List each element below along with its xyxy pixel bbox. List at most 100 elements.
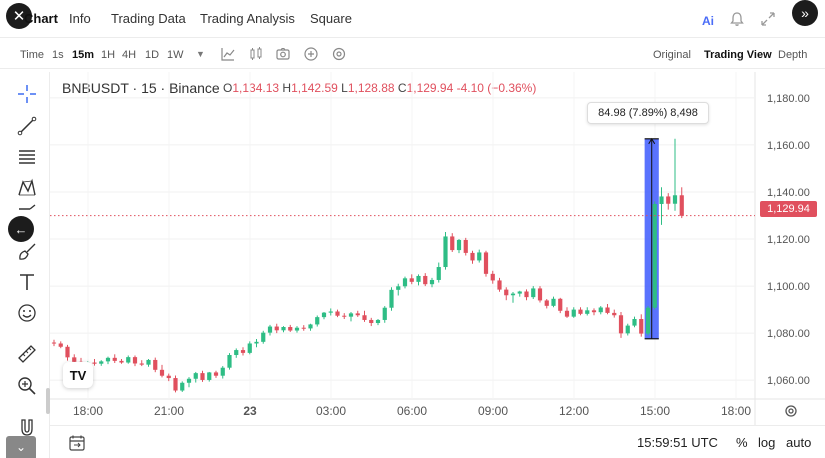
candle-body (396, 286, 401, 290)
candle (193, 371, 198, 383)
brush-tool[interactable] (14, 240, 40, 264)
pattern-tool[interactable] (14, 176, 40, 200)
candlestick-chart[interactable]: 1,180.00 1,160.00 1,140.00 1,120.00 1,100.00… (50, 72, 825, 425)
fork-tool[interactable] (14, 202, 40, 216)
candle-body (402, 278, 408, 287)
candle-body (180, 382, 185, 391)
horizontal-lines-tool[interactable] (14, 145, 40, 169)
time-tick-label: 23 (243, 404, 257, 418)
interval-1d[interactable]: 1D (145, 49, 160, 61)
candle (423, 273, 428, 287)
candle-body (510, 293, 516, 296)
text-tool[interactable] (14, 270, 40, 294)
crosshair-tool[interactable] (14, 82, 40, 106)
candle (436, 262, 441, 283)
chart-grid (50, 72, 825, 425)
candle-body (639, 319, 644, 334)
candle (659, 187, 664, 225)
interval-1w[interactable]: 1W (167, 49, 184, 61)
tradingview-logo[interactable]: TV (63, 362, 93, 388)
candle-body (254, 341, 259, 344)
time-label[interactable]: Time (20, 49, 45, 61)
interval-1h[interactable]: 1H (101, 49, 116, 61)
top-navigation: ✕ Chart Info Trading Data Trading Analys… (0, 0, 825, 38)
add-circle-icon[interactable] (303, 46, 319, 65)
zoom-in-tool[interactable] (14, 374, 40, 398)
candle-body (497, 280, 502, 290)
tab-square[interactable]: Square (310, 11, 352, 26)
candle-body (666, 196, 671, 204)
candle (281, 326, 286, 333)
candle-body (267, 326, 273, 333)
candle-body (450, 236, 455, 251)
view-trading-view[interactable]: Trading View (704, 49, 772, 61)
interval-4h[interactable]: 4H (122, 49, 137, 61)
candle (159, 364, 165, 378)
close-button[interactable]: ✕ (6, 3, 32, 29)
candle (591, 308, 597, 316)
candle (267, 324, 273, 336)
camera-icon[interactable] (275, 46, 291, 65)
tools-scrollbar[interactable] (46, 388, 50, 414)
axis-settings-icon[interactable] (784, 404, 798, 423)
expand-icon[interactable] (760, 11, 776, 30)
candle-body (261, 332, 266, 342)
log-toggle[interactable]: log (758, 435, 776, 450)
candle (234, 348, 239, 358)
interval-1s[interactable]: 1s (52, 49, 64, 61)
candle (240, 347, 246, 356)
trendline-tool[interactable] (14, 114, 40, 138)
candle (612, 309, 617, 318)
tradingview-icon: TV (69, 367, 87, 383)
interval-15m[interactable]: 15m (72, 49, 95, 61)
tab-chart[interactable]: Chart (24, 11, 58, 26)
high-label: H (282, 81, 292, 95)
emoji-tool[interactable] (14, 301, 40, 325)
ai-button[interactable]: Ai (702, 14, 714, 28)
auto-toggle[interactable]: auto (786, 435, 812, 450)
candle-body (308, 324, 313, 329)
candle-body (132, 357, 138, 364)
candle-body (375, 319, 381, 324)
candle-body (247, 343, 252, 353)
candle-body (342, 315, 347, 317)
candle (301, 325, 306, 331)
candle-body (389, 289, 394, 308)
magnet-tool[interactable] (14, 416, 40, 440)
collapse-tools-button[interactable]: ← (8, 216, 34, 242)
clock-time[interactable]: 15:59:51 UTC (637, 435, 718, 450)
view-original[interactable]: Original (653, 49, 691, 61)
candle-body (558, 298, 563, 311)
tab-trading-data[interactable]: Trading Data (111, 11, 186, 26)
current-price-value: 1,129.94 (767, 203, 810, 215)
candle-body (58, 343, 63, 347)
date-range-icon[interactable] (68, 434, 86, 457)
candle (315, 315, 320, 327)
candle-body (173, 378, 178, 391)
candle (531, 286, 536, 300)
percent-toggle[interactable]: % (736, 435, 748, 450)
candle (261, 330, 266, 344)
candle (450, 233, 455, 252)
scroll-down-button[interactable]: ⌄ (6, 436, 36, 458)
bell-icon[interactable] (729, 11, 745, 30)
candle (672, 138, 678, 211)
ruler-tool[interactable] (14, 342, 40, 366)
time-tick-label: 09:00 (478, 404, 508, 418)
settings-icon[interactable] (331, 46, 347, 65)
tab-info[interactable]: Info (69, 11, 91, 26)
tab-trading-analysis[interactable]: Trading Analysis (200, 11, 295, 26)
view-depth[interactable]: Depth (778, 49, 808, 61)
candle-style-icon[interactable] (248, 46, 264, 65)
candle (483, 250, 489, 277)
candle (126, 355, 131, 364)
candle-body (537, 288, 543, 301)
candle (396, 283, 401, 296)
indicator-icon[interactable] (220, 46, 236, 65)
candle (166, 373, 171, 382)
collapse-panel-button[interactable]: » (792, 0, 818, 26)
bottom-bar: 15:59:51 UTC % log auto (50, 425, 825, 458)
interval-dropdown-icon[interactable]: ▼ (196, 49, 205, 59)
candle-body (92, 362, 97, 364)
current-price-label: 1,129.94 (760, 201, 817, 217)
